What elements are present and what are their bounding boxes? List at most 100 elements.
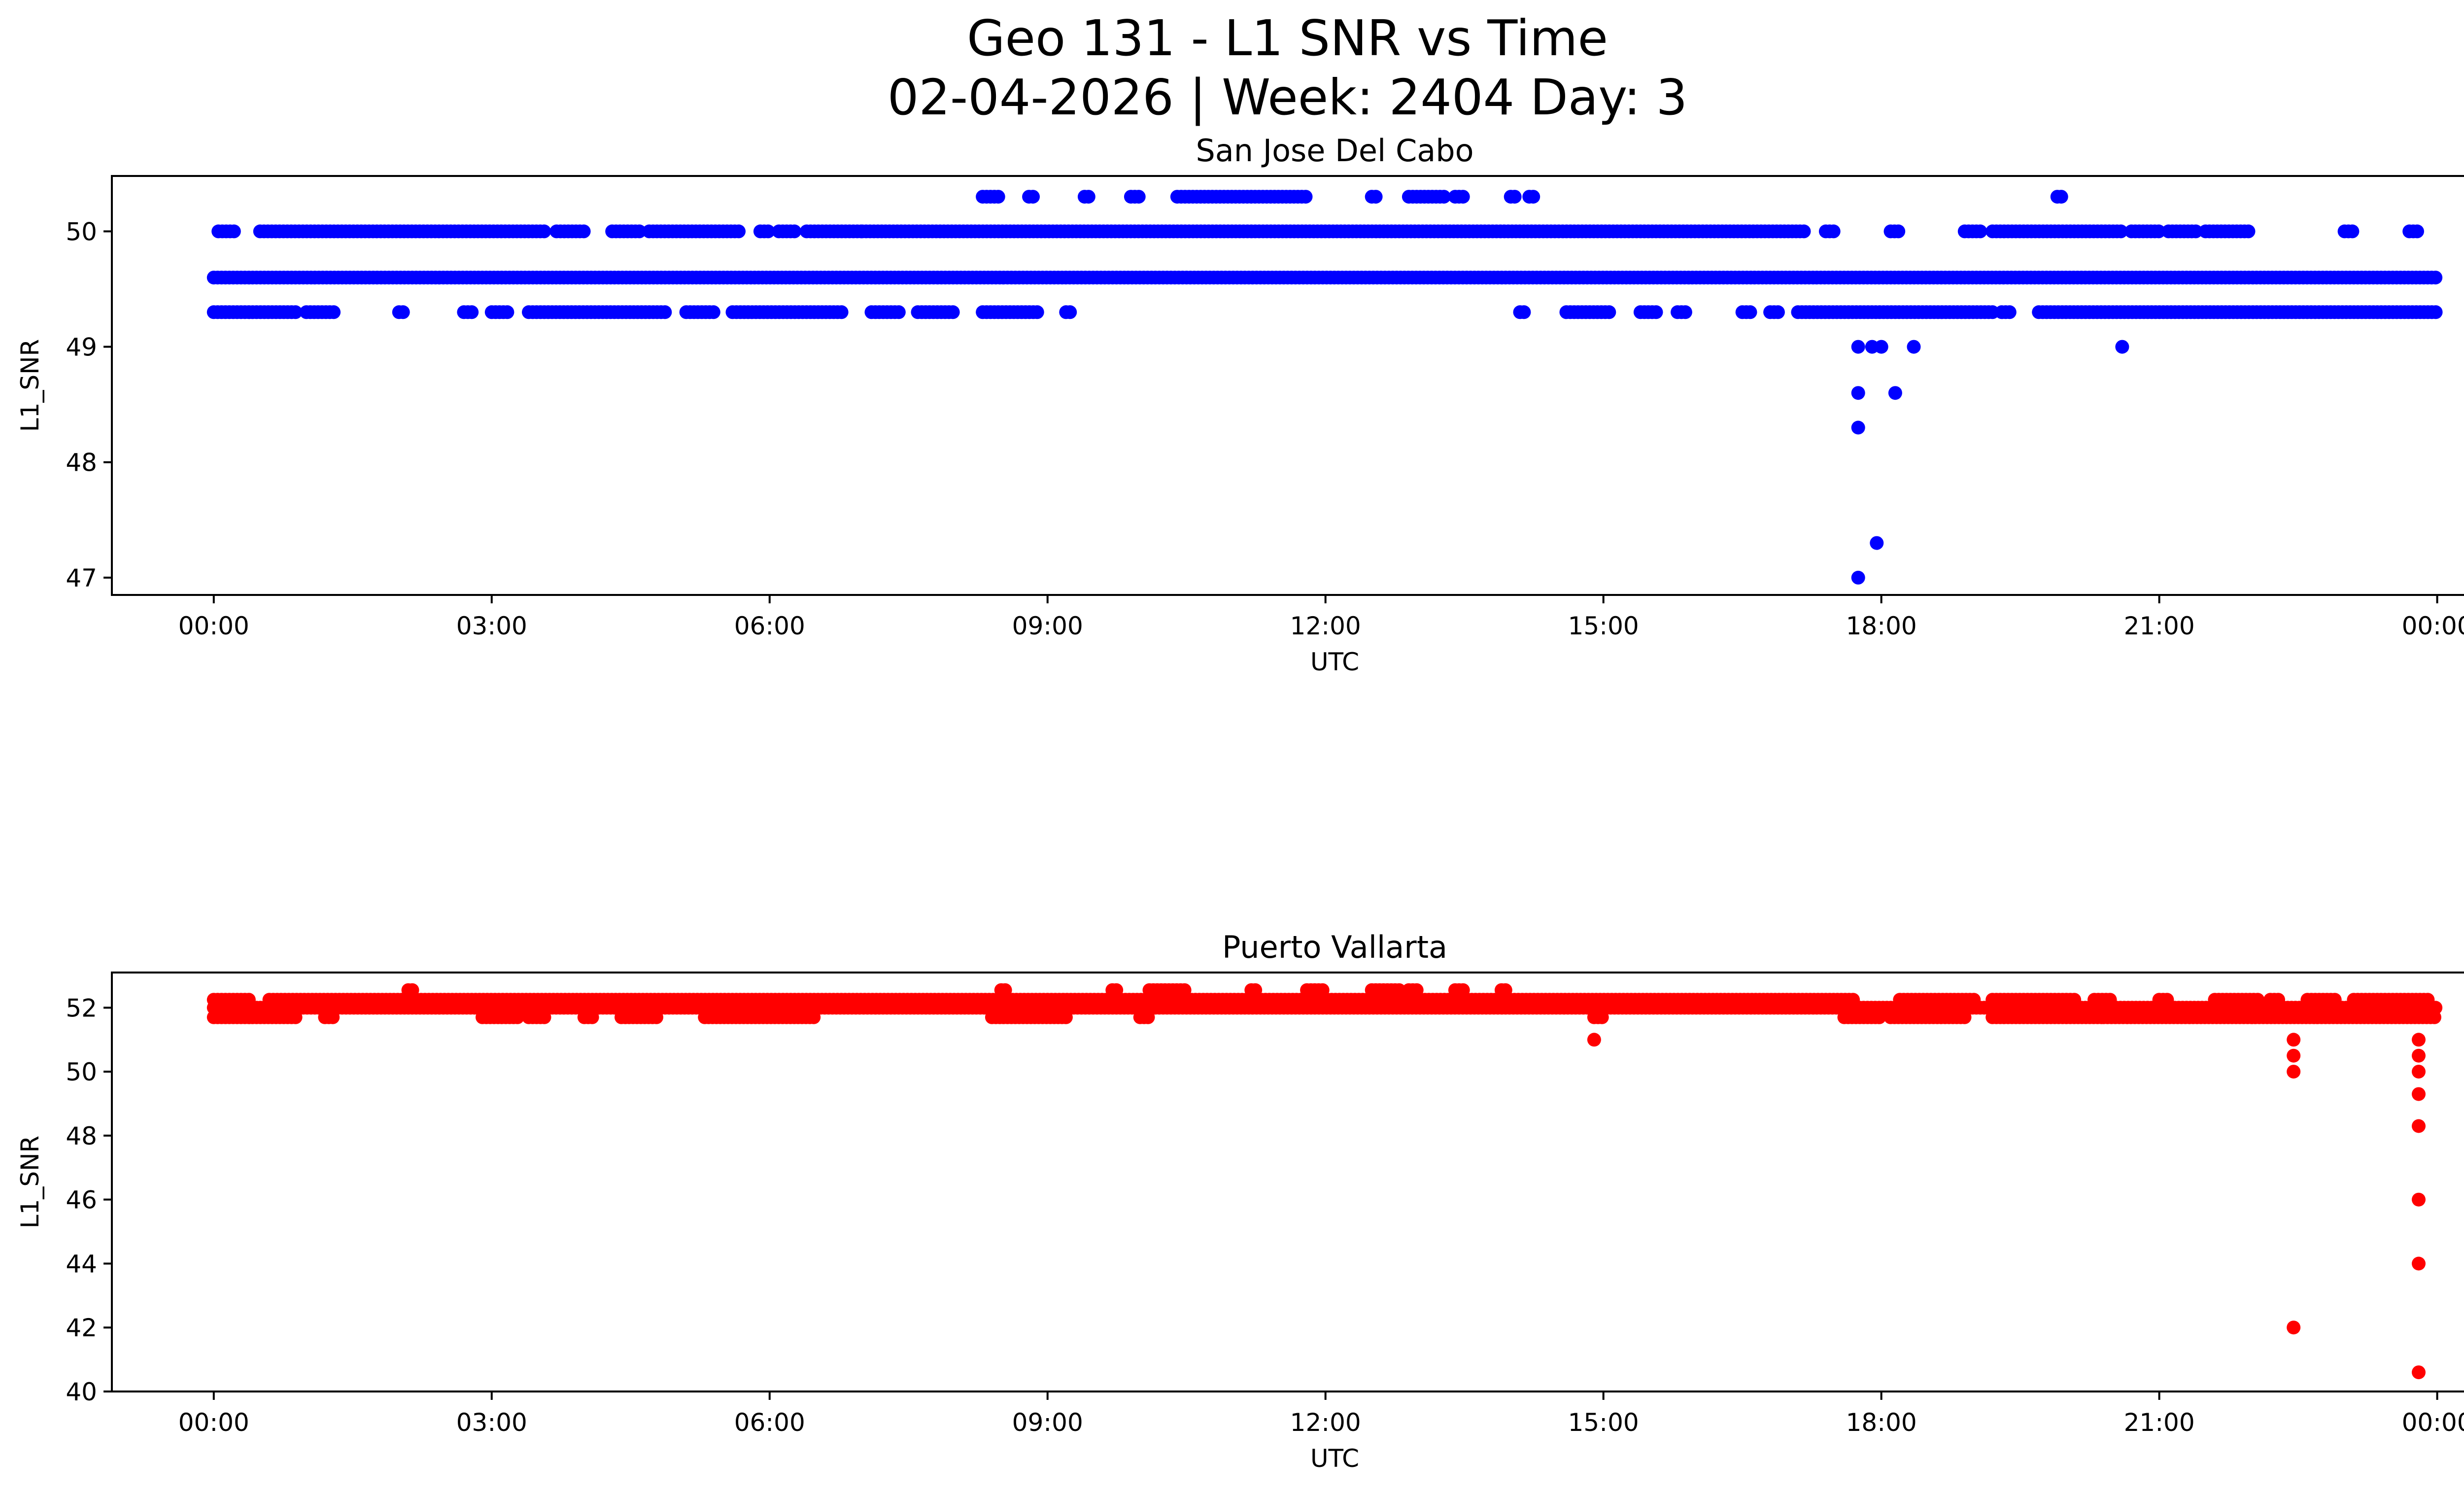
y-tick-label: 44 [66,1250,97,1278]
data-point [2152,224,2166,239]
y-tick-label: 42 [66,1314,97,1342]
data-point [732,224,746,239]
data-point [1498,983,1512,997]
data-point [706,305,720,319]
data-point [1602,305,1616,319]
y-axis-label: L1_SNR [16,1136,44,1229]
x-tick-label: 00:00 [178,1408,249,1437]
data-point [1248,983,1263,997]
data-point [1059,1010,1073,1024]
data-point [2412,1365,2426,1380]
data-point [1109,983,1124,997]
data-point [1315,983,1330,997]
axes-title: San Jose Del Cabo [1196,133,1473,169]
data-point [2103,993,2117,1007]
data-markers [206,190,2443,585]
data-point [1874,340,1888,354]
data-point [1131,190,1146,204]
data-point [1409,983,1424,997]
data-markers [206,983,2443,1380]
data-point [288,1010,303,1024]
data-point [650,1010,663,1024]
x-tick-label: 09:00 [1012,612,1083,640]
data-point [2160,993,2174,1007]
x-tick-label: 06:00 [734,612,805,640]
data-point [891,305,906,319]
data-point [326,1010,340,1024]
data-point [405,983,419,997]
data-point [2189,224,2203,239]
data-point [511,1010,524,1024]
series-dips [1851,340,2129,585]
data-point [1957,1010,1972,1024]
data-point [2114,224,2128,239]
y-tick-label: 52 [66,994,97,1022]
x-tick-label: 03:00 [456,1408,527,1437]
data-point [1026,190,1040,204]
x-tick-label: 06:00 [734,1408,805,1437]
data-point [2251,993,2265,1007]
data-point [227,224,241,239]
y-axis-label: L1_SNR [16,339,44,432]
data-point [1851,340,1865,354]
data-point [465,305,479,319]
data-point [2002,305,2017,319]
data-point [2428,1010,2441,1024]
data-point [1872,1010,1886,1024]
x-tick-label: 00:00 [178,612,249,640]
x-tick-label: 18:00 [1846,612,1917,640]
data-point [1587,1033,1601,1047]
data-point [1081,190,1095,204]
data-point [834,305,849,319]
data-point [1846,993,1860,1007]
data-point [1907,340,1921,354]
y-tick-label: 40 [66,1378,97,1406]
data-point [2421,993,2435,1007]
data-point [2327,993,2342,1007]
y-tick-label: 50 [66,1058,97,1086]
data-point [577,224,591,239]
data-point [761,224,775,239]
x-tick-label: 21:00 [2124,612,2195,640]
y-tick-label: 49 [66,333,97,362]
data-point [2412,1065,2426,1079]
series-upper-band [206,993,2435,1007]
data-point [1891,224,1906,239]
data-point [1141,1010,1155,1024]
x-tick-label: 15:00 [1568,612,1639,640]
x-axis-label: UTC [1310,648,1359,676]
series-top-band [976,190,2068,204]
data-point [1851,420,1865,435]
data-point [2412,1192,2426,1207]
data-point [1517,305,1531,319]
x-tick-label: 00:00 [2402,612,2464,640]
series-dips [1587,1033,2426,1380]
data-point [2067,993,2082,1007]
data-point [1456,983,1470,997]
data-point [2412,1033,2426,1047]
data-point [2287,1048,2301,1063]
x-tick-label: 12:00 [1290,612,1361,640]
data-point [658,305,672,319]
y-tick-label: 47 [66,564,97,592]
x-tick-label: 12:00 [1290,1408,1361,1437]
y-tick-label: 48 [66,449,97,477]
data-point [241,993,256,1007]
data-point [1437,190,1451,204]
data-point [2054,190,2068,204]
series-continuous [206,271,2443,285]
data-point [1392,983,1406,997]
data-point [1771,305,1785,319]
data-point [787,224,802,239]
data-point [1177,983,1192,997]
data-point [327,305,341,319]
data-point [396,305,410,319]
data-point [2271,993,2285,1007]
data-point [537,224,551,239]
x-tick-label: 15:00 [1568,1408,1639,1437]
data-point [1967,993,1981,1007]
data-point [2287,1065,2301,1079]
x-tick-label: 21:00 [2124,1408,2195,1437]
series-top-band [401,983,1512,997]
